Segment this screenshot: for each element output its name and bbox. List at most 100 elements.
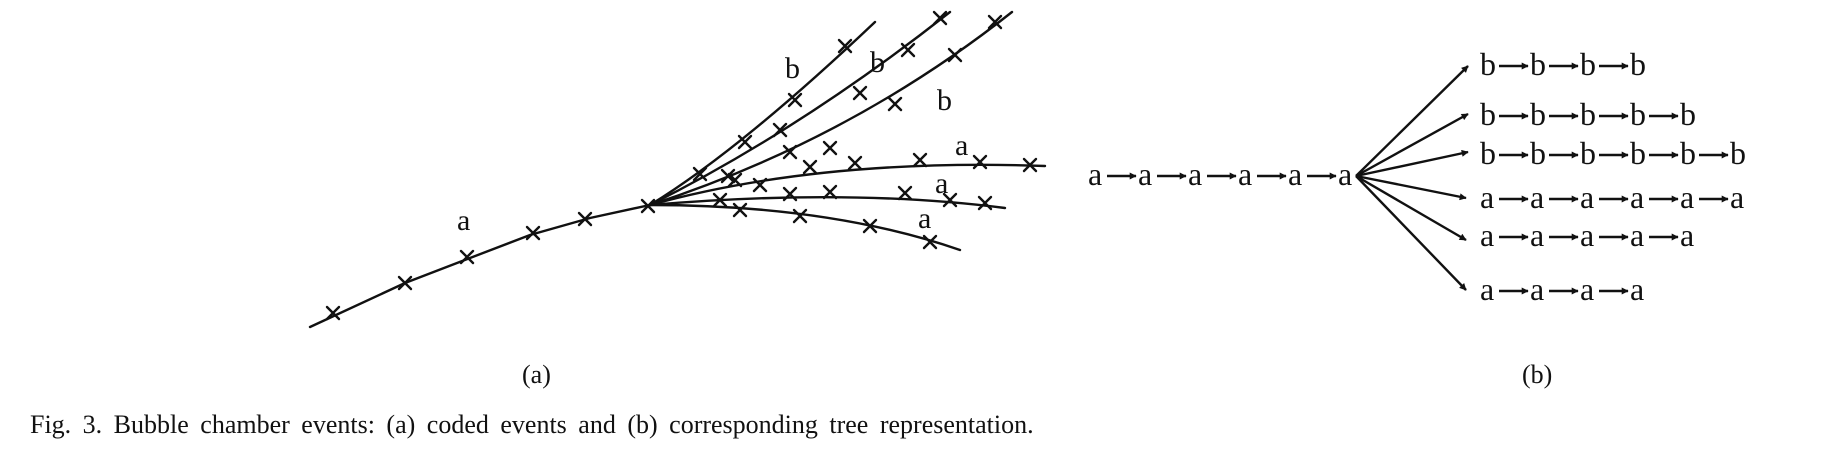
track-b-1 bbox=[648, 20, 877, 207]
tree-node: a bbox=[1580, 271, 1594, 307]
tree-arrow bbox=[1355, 174, 1467, 201]
tree-arrow bbox=[1355, 174, 1467, 242]
track-b-3 bbox=[648, 10, 1014, 207]
tree-node: a bbox=[1188, 156, 1202, 192]
bubble-marker bbox=[802, 159, 818, 175]
bubble-marker bbox=[727, 172, 743, 188]
tree-node: b bbox=[1630, 96, 1646, 132]
bubble-marker bbox=[577, 211, 593, 227]
bubble-marker bbox=[772, 122, 788, 138]
bubble-marker bbox=[847, 155, 863, 171]
track-b-2 bbox=[648, 10, 952, 207]
tree-node: a bbox=[1580, 179, 1594, 215]
tree-arrow bbox=[1355, 65, 1469, 177]
track-label: b bbox=[785, 52, 800, 85]
tree-node: a bbox=[1480, 179, 1494, 215]
tree-node: a bbox=[1238, 156, 1252, 192]
tree-node: b bbox=[1580, 135, 1596, 171]
track-label: a bbox=[918, 202, 931, 235]
track-label: b bbox=[937, 84, 952, 117]
bubble-marker bbox=[640, 198, 656, 214]
track-a-1 bbox=[648, 163, 1047, 207]
bubble-marker bbox=[862, 218, 878, 234]
tree-node: b bbox=[1530, 135, 1546, 171]
tree-arrow bbox=[1355, 112, 1469, 178]
tree-node: a bbox=[1088, 156, 1102, 192]
bubble-marker bbox=[752, 177, 768, 193]
bubble-marker bbox=[732, 202, 748, 218]
bubble-marker bbox=[737, 134, 753, 150]
panel-b-sublabel: (b) bbox=[1522, 360, 1552, 389]
bubble-marker bbox=[792, 208, 808, 224]
incoming-track bbox=[308, 203, 652, 329]
bubble-marker bbox=[692, 166, 708, 182]
bubble-marker bbox=[325, 305, 341, 321]
track-label: a bbox=[457, 204, 470, 237]
track-a-3 bbox=[648, 203, 962, 252]
bubble-marker bbox=[922, 234, 938, 250]
tree-node: a bbox=[1530, 217, 1544, 253]
tree-node: b bbox=[1680, 135, 1696, 171]
tree-node: a bbox=[1480, 271, 1494, 307]
tree-node: b bbox=[1480, 46, 1496, 82]
panel-a-tracks bbox=[308, 10, 1047, 329]
bubble-marker bbox=[900, 42, 916, 58]
tree-node: a bbox=[1680, 217, 1694, 253]
bubble-marker bbox=[822, 140, 838, 156]
tree-node: a bbox=[1630, 271, 1644, 307]
bubble-marker bbox=[912, 152, 928, 168]
tree-node: b bbox=[1580, 96, 1596, 132]
tree-node: a bbox=[1730, 179, 1744, 215]
panel-a-labels: a b b b a a a bbox=[457, 46, 968, 237]
tree-arrow bbox=[1355, 149, 1469, 178]
tree-node: a bbox=[1680, 179, 1694, 215]
bubble-marker bbox=[887, 96, 903, 112]
bubble-marker bbox=[397, 275, 413, 291]
tree-node: b bbox=[1730, 135, 1746, 171]
tree-node: b bbox=[1630, 135, 1646, 171]
bubble-marker bbox=[837, 38, 853, 54]
bubble-marker bbox=[720, 168, 736, 184]
bubble-marker bbox=[459, 249, 475, 265]
figure-caption: Fig. 3. Bubble chamber events: (a) coded… bbox=[30, 410, 1034, 439]
tree-node: b bbox=[1530, 46, 1546, 82]
bubble-markers bbox=[325, 10, 1038, 321]
bubble-marker bbox=[852, 85, 868, 101]
bubble-marker bbox=[942, 192, 958, 208]
track-label: a bbox=[955, 129, 968, 162]
track-a-2 bbox=[648, 195, 1007, 210]
track-label: b bbox=[870, 46, 885, 79]
bubble-marker bbox=[932, 10, 948, 26]
bubble-marker bbox=[782, 144, 798, 160]
tree-node: b bbox=[1680, 96, 1696, 132]
bubble-marker bbox=[987, 14, 1003, 30]
tree-node: a bbox=[1138, 156, 1152, 192]
bubble-marker bbox=[972, 154, 988, 170]
bubble-marker bbox=[525, 225, 541, 241]
tree-node: a bbox=[1338, 156, 1352, 192]
tree-node: b bbox=[1480, 96, 1496, 132]
tree-node: b bbox=[1480, 135, 1496, 171]
bubble-marker bbox=[787, 92, 803, 108]
bubble-marker bbox=[977, 195, 993, 211]
tree-node: a bbox=[1480, 217, 1494, 253]
tree-node: a bbox=[1530, 179, 1544, 215]
tree-node: a bbox=[1530, 271, 1544, 307]
bubble-marker bbox=[782, 186, 798, 202]
track-label: a bbox=[935, 167, 948, 200]
tree-node: a bbox=[1580, 217, 1594, 253]
tree-node: a bbox=[1288, 156, 1302, 192]
bubble-marker bbox=[947, 47, 963, 63]
panel-b-tree: a a a a a ab b b bb b b b bb b b b b ba a a a a aa a a a aa a a a bbox=[1088, 46, 1746, 307]
tree-node: a bbox=[1630, 179, 1644, 215]
tree-node: a bbox=[1630, 217, 1644, 253]
bubble-marker bbox=[897, 185, 913, 201]
panel-a-sublabel: (a) bbox=[522, 360, 551, 389]
tree-node: b bbox=[1630, 46, 1646, 82]
tree-node: b bbox=[1580, 46, 1596, 82]
bubble-marker bbox=[822, 184, 838, 200]
bubble-marker bbox=[1022, 157, 1038, 173]
tree-arrow bbox=[1355, 175, 1467, 291]
bubble-marker bbox=[712, 192, 728, 208]
